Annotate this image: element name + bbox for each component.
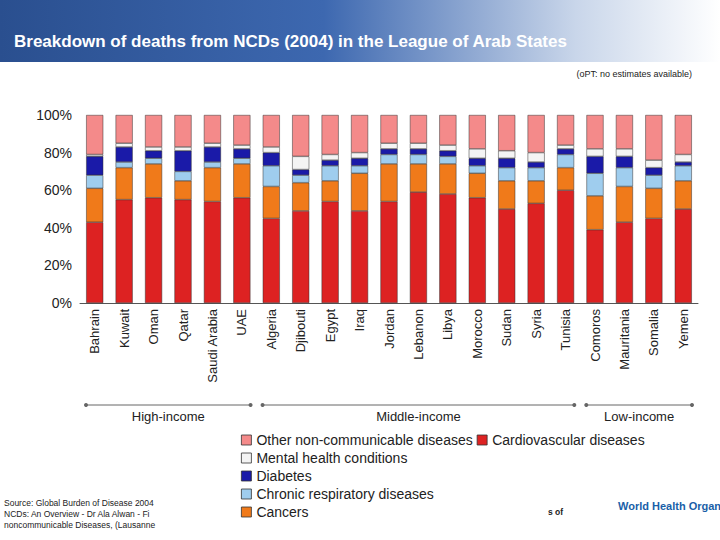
svg-text:Oman: Oman — [146, 309, 161, 344]
svg-text:Libya: Libya — [440, 308, 455, 340]
svg-text:Middle-income: Middle-income — [376, 409, 461, 424]
html-text:(oPT: no estimates available): (oPT: no estimates available) — [576, 69, 692, 79]
svg-text:Sudan: Sudan — [499, 309, 514, 347]
svg-text:Mental health conditions: Mental health conditions — [256, 450, 407, 466]
html-text:Breakdown of deaths from NCDs: Breakdown of deaths from NCDs (2004) in … — [14, 32, 567, 51]
svg-text:Kuwait: Kuwait — [117, 309, 132, 348]
svg-text:UAE: UAE — [234, 309, 249, 336]
svg-text:Saudi Arabia: Saudi Arabia — [205, 308, 220, 382]
svg-text:Lebanon: Lebanon — [411, 309, 426, 360]
svg-text:Cardiovascular diseases: Cardiovascular diseases — [492, 432, 645, 448]
svg-text:Other non-communicable disease: Other non-communicable diseases — [256, 432, 472, 448]
svg-text:20%: 20% — [44, 257, 72, 273]
html-text:s of: s of — [548, 507, 564, 517]
svg-text:Qatar: Qatar — [176, 308, 191, 341]
svg-text:Tunisia: Tunisia — [558, 308, 573, 350]
svg-text:Diabetes: Diabetes — [256, 468, 311, 484]
svg-text:Chronic respiratory diseases: Chronic respiratory diseases — [256, 486, 433, 502]
svg-text:Egypt: Egypt — [323, 309, 338, 343]
svg-text:High-income: High-income — [132, 409, 205, 424]
html-text:noncommunicable Diseases, (Lau: noncommunicable Diseases, (Lausanne — [4, 520, 156, 530]
svg-text:60%: 60% — [44, 182, 72, 198]
svg-text:Cancers: Cancers — [256, 504, 308, 520]
svg-text:Somalia: Somalia — [646, 308, 661, 356]
svg-text:0%: 0% — [52, 295, 72, 311]
html-text:NCDs: An Overview - Dr Ala Alw: NCDs: An Overview - Dr Ala Alwan - Fi — [4, 509, 150, 519]
svg-text:Iraq: Iraq — [352, 309, 367, 331]
svg-text:Comoros: Comoros — [588, 309, 603, 362]
svg-text:40%: 40% — [44, 220, 72, 236]
svg-text:80%: 80% — [44, 145, 72, 161]
svg-text:Djibouti: Djibouti — [293, 309, 308, 352]
svg-text:Morocco: Morocco — [470, 309, 485, 359]
html-text:Source: Global Burden of Disea: Source: Global Burden of Disease 2004 — [4, 498, 154, 508]
svg-text:Yemen: Yemen — [676, 309, 691, 349]
svg-text:Jordan: Jordan — [382, 309, 397, 349]
svg-text:Low-income: Low-income — [604, 409, 674, 424]
svg-text:Bahrain: Bahrain — [87, 309, 102, 354]
svg-text:Mauritania: Mauritania — [617, 308, 632, 369]
svg-text:Syria: Syria — [529, 308, 544, 338]
svg-text:Algeria: Algeria — [264, 308, 279, 349]
svg-text:100%: 100% — [36, 107, 72, 123]
